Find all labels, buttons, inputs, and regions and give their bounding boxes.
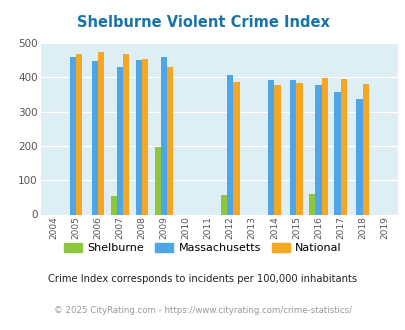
Bar	[268, 80, 274, 214]
Bar	[296, 83, 302, 214]
Bar	[233, 82, 239, 214]
Text: Shelburne Violent Crime Index: Shelburne Violent Crime Index	[77, 15, 328, 30]
Bar	[315, 85, 321, 214]
Bar	[309, 194, 315, 214]
Bar	[167, 67, 173, 214]
Bar	[334, 92, 340, 214]
Bar	[321, 78, 327, 214]
Bar	[274, 85, 280, 214]
Bar	[70, 57, 76, 214]
Bar	[362, 84, 368, 214]
Bar	[136, 60, 142, 214]
Bar	[117, 67, 123, 214]
Bar	[220, 195, 227, 215]
Bar	[111, 196, 117, 214]
Bar	[123, 54, 129, 214]
Text: © 2025 CityRating.com - https://www.cityrating.com/crime-statistics/: © 2025 CityRating.com - https://www.city…	[54, 306, 351, 315]
Bar	[227, 75, 233, 215]
Bar	[154, 147, 161, 214]
Bar	[92, 61, 98, 214]
Bar	[142, 59, 148, 214]
Bar	[76, 53, 82, 214]
Bar	[340, 79, 346, 214]
Text: Crime Index corresponds to incidents per 100,000 inhabitants: Crime Index corresponds to incidents per…	[48, 274, 357, 284]
Bar	[98, 52, 104, 214]
Legend: Shelburne, Massachusetts, National: Shelburne, Massachusetts, National	[60, 238, 345, 257]
Bar	[161, 57, 167, 214]
Bar	[290, 80, 296, 214]
Bar	[356, 99, 362, 214]
